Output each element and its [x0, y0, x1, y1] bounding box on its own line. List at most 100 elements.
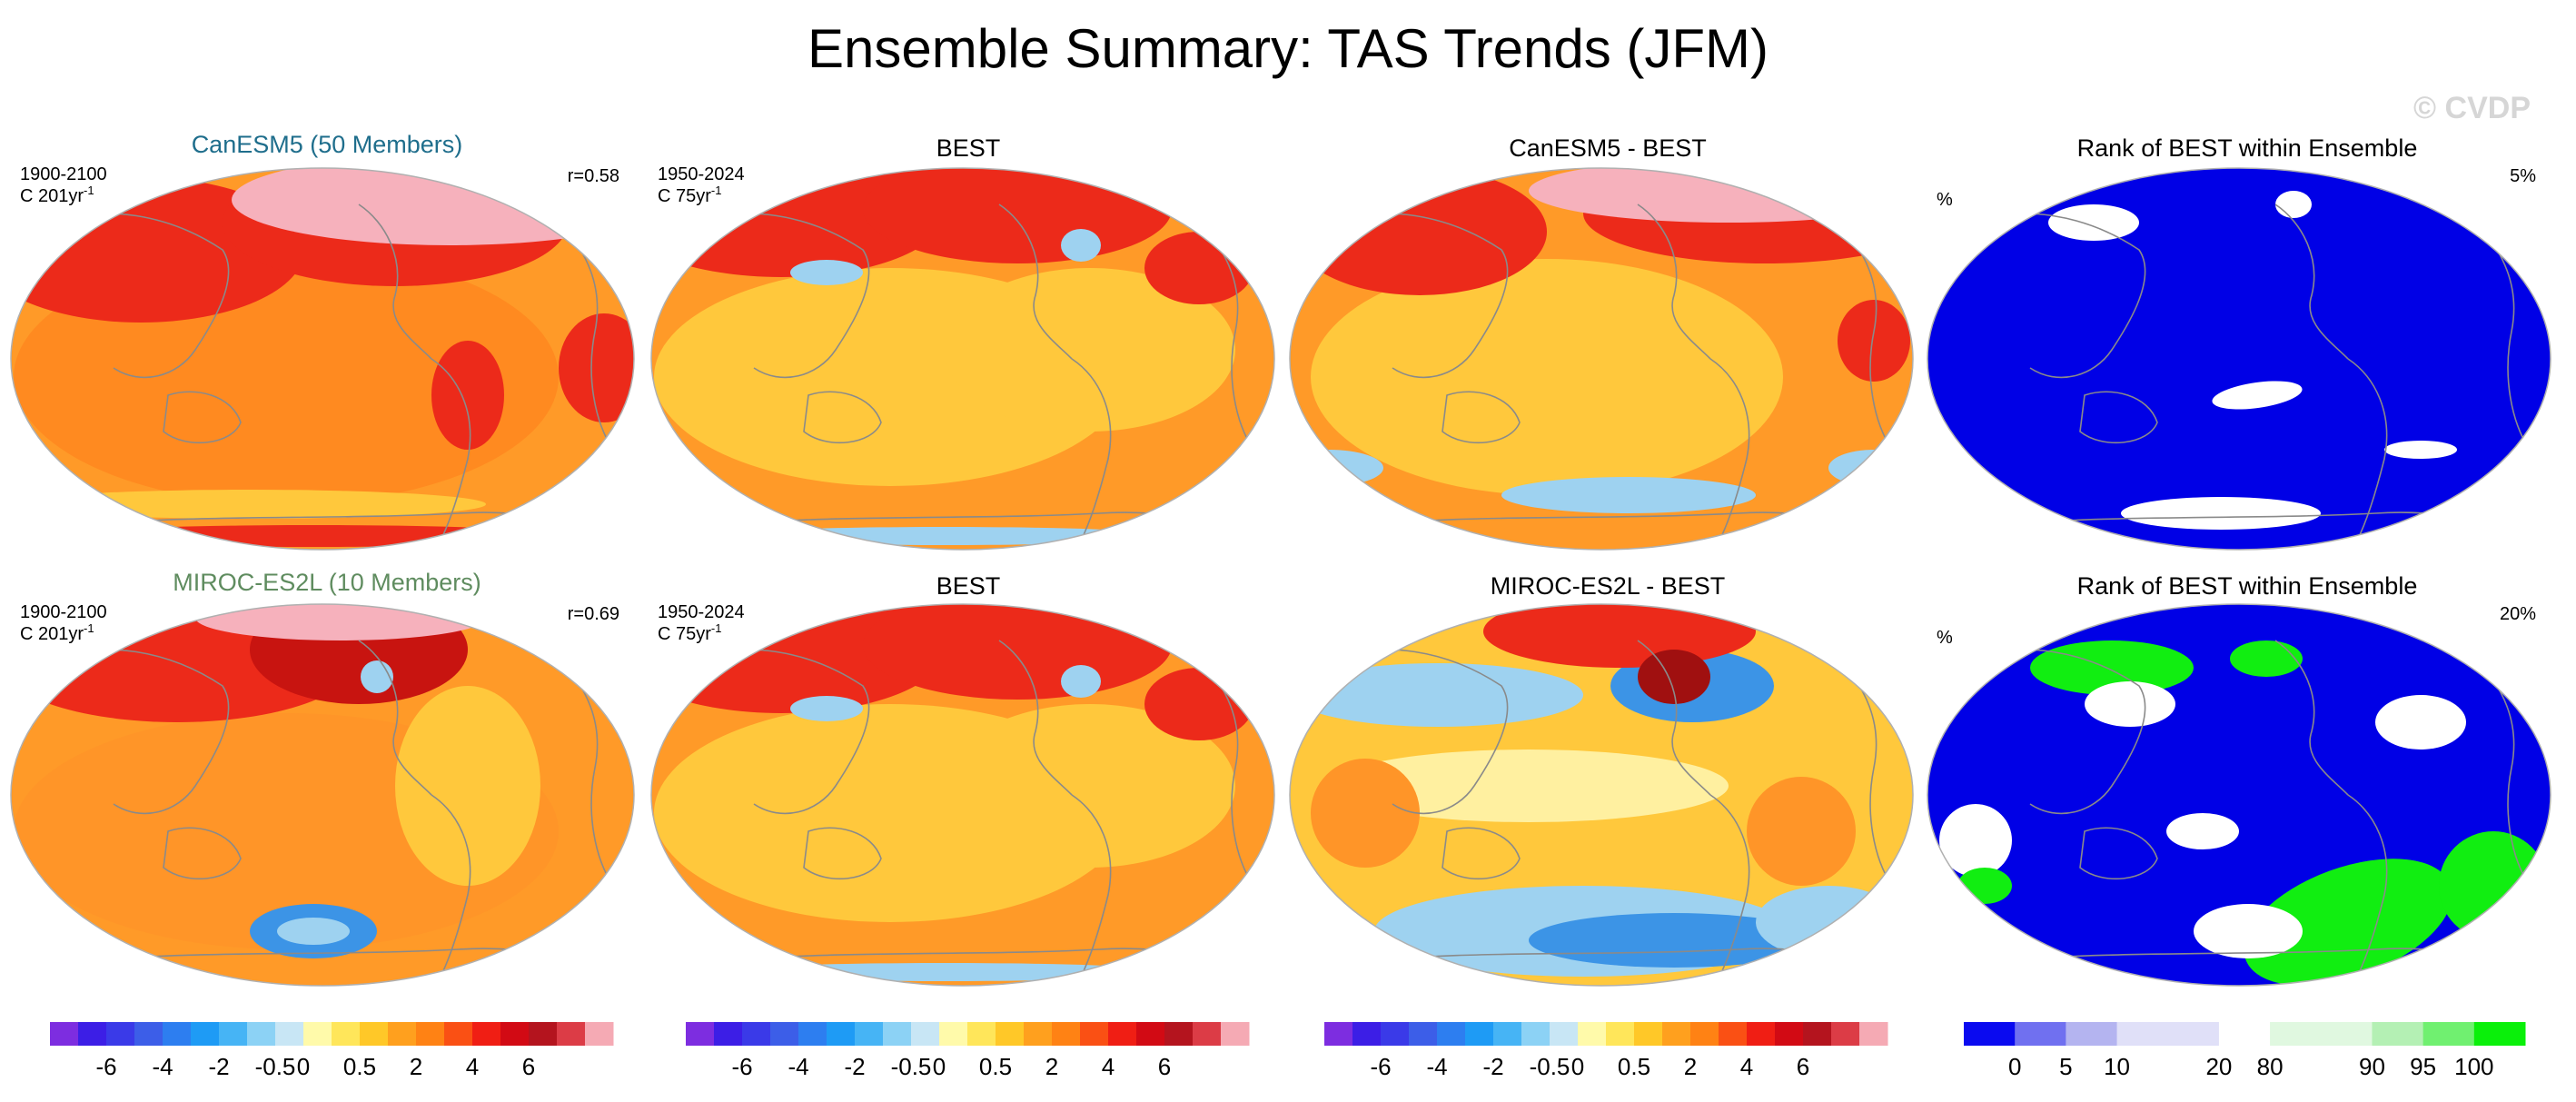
colorbar-box — [1052, 1022, 1081, 1046]
pattern-correlation: r=0.58 — [568, 166, 619, 186]
colorbar-tick-label: 6 — [1158, 1053, 1171, 1080]
colorbar-box — [686, 1022, 715, 1046]
colorbar-box — [1493, 1022, 1522, 1046]
colorbar-box — [1550, 1022, 1579, 1046]
coastline — [1442, 391, 1521, 444]
continental-difference — [1838, 300, 1910, 382]
map-fill — [1290, 168, 1913, 550]
colorbar-box — [529, 1022, 558, 1046]
map-border — [1289, 167, 1914, 551]
colorbar-box — [714, 1022, 743, 1046]
coastline — [2274, 204, 2349, 360]
colorbar-box — [50, 1022, 79, 1046]
rank-background — [1927, 168, 2551, 550]
colorbar-box — [1193, 1022, 1222, 1046]
colorbar-box — [1352, 1022, 1382, 1046]
colorbar-box — [1164, 1022, 1194, 1046]
colorbar-tick-label: 95 — [2410, 1053, 2436, 1080]
coastline — [1966, 649, 2146, 815]
warm-region — [1747, 777, 1856, 886]
coastline — [1709, 794, 1750, 978]
colorbar-box — [1690, 1022, 1719, 1046]
colorbar-box — [1465, 1022, 1494, 1046]
map-fill — [1927, 604, 2551, 986]
colorbar-box — [303, 1022, 332, 1046]
coastline — [1637, 640, 1711, 796]
coastline — [1966, 213, 2146, 379]
map-border — [10, 167, 635, 551]
colorbar-box — [106, 1022, 135, 1046]
colorbar-box — [332, 1022, 361, 1046]
colorbar-box — [247, 1022, 276, 1046]
units-label: C 75yr-1 — [658, 621, 721, 644]
colorbar-box — [134, 1022, 163, 1046]
cooling-patch — [361, 660, 393, 693]
cooling-region — [1756, 886, 1901, 958]
coastline — [163, 827, 242, 880]
colorbar-tick-label: 4 — [1102, 1053, 1115, 1080]
colorbar-box — [500, 1022, 530, 1046]
colorbar-tick-label: 0 — [2008, 1053, 2021, 1080]
colorbar-tick-label: -4 — [788, 1053, 808, 1080]
colorbar-tick-label: 4 — [1740, 1053, 1753, 1080]
arctic-difference — [1293, 168, 1547, 295]
trend-map — [650, 167, 1275, 551]
period-label: 1900-2100 — [20, 602, 107, 622]
colorbar-tick-label: 0.5 — [343, 1053, 376, 1080]
colorbar-tick-label: 0 — [1571, 1053, 1584, 1080]
rank-colorbar: 0 5 10 20 80 90 95 100 — [1964, 1022, 2526, 1080]
colorbar-box — [1324, 1022, 1353, 1046]
mid-rank-region — [2375, 695, 2466, 750]
colorbar-tick-label: -6 — [1370, 1053, 1391, 1080]
colorbar-box — [827, 1022, 856, 1046]
row-2: MIROC-ES2L (10 Members) 1900-2100 C 201y… — [20, 569, 2536, 648]
colorbar-tick-label: 2 — [1045, 1053, 1058, 1080]
colorbar-tick-label: 90 — [2359, 1053, 2385, 1080]
model-panel-title: MIROC-ES2L (10 Members) — [173, 569, 481, 596]
trend-map — [10, 167, 635, 551]
map-border — [1927, 167, 2551, 551]
colorbar-box — [798, 1022, 827, 1046]
colorbar-box — [996, 1022, 1025, 1046]
colorbar-tick-label: -0.5 — [255, 1053, 296, 1080]
period-label: 1950-2024 — [658, 164, 745, 184]
coastline — [49, 213, 230, 379]
colorbar-box — [2218, 1022, 2271, 1046]
trend-map — [1289, 167, 1914, 551]
map-fill — [11, 168, 634, 550]
colorbar-box — [275, 1022, 304, 1046]
rank-panel-title: Rank of BEST within Ensemble — [2077, 572, 2418, 600]
colorbar-tick-label: -2 — [1482, 1053, 1503, 1080]
units-label: C 201yr-1 — [20, 184, 94, 206]
rank-percent-label: % — [1937, 628, 1953, 648]
mid-rank-region — [2212, 381, 2303, 410]
colorbar-tick-label: -2 — [208, 1053, 229, 1080]
colorbar-box — [2066, 1022, 2118, 1046]
coastline — [1709, 358, 1750, 541]
mid-rank-region — [2275, 191, 2312, 218]
colorbar-tick-label: -0.5 — [891, 1053, 932, 1080]
colorbar-box — [444, 1022, 473, 1046]
coastline — [2347, 794, 2388, 978]
antarctic-warming — [59, 525, 568, 547]
coastline — [803, 391, 882, 444]
trend-map — [10, 603, 635, 987]
pattern-correlation: r=0.69 — [568, 604, 619, 624]
period-label: 1950-2024 — [658, 602, 745, 622]
arctic-difference — [1483, 604, 1756, 668]
coastline — [431, 794, 471, 978]
colorbar-box — [967, 1022, 996, 1046]
period-label: 1900-2100 — [20, 164, 107, 184]
trend-colorbar: -6 -4 -2 -0.5 0 0.5 2 4 6 — [686, 1022, 1250, 1080]
coastline — [431, 358, 471, 541]
colorbar-box — [2270, 1022, 2373, 1046]
high-rank-region — [1932, 459, 1965, 477]
warm-region — [1311, 259, 1783, 495]
colorbar-tick-label: 4 — [466, 1053, 479, 1080]
coastline — [1071, 794, 1112, 978]
map-fill — [1927, 168, 2551, 550]
colorbar-box — [388, 1022, 417, 1046]
coastline — [1328, 649, 1509, 815]
colorbar-box — [472, 1022, 501, 1046]
colorbar-box — [416, 1022, 445, 1046]
